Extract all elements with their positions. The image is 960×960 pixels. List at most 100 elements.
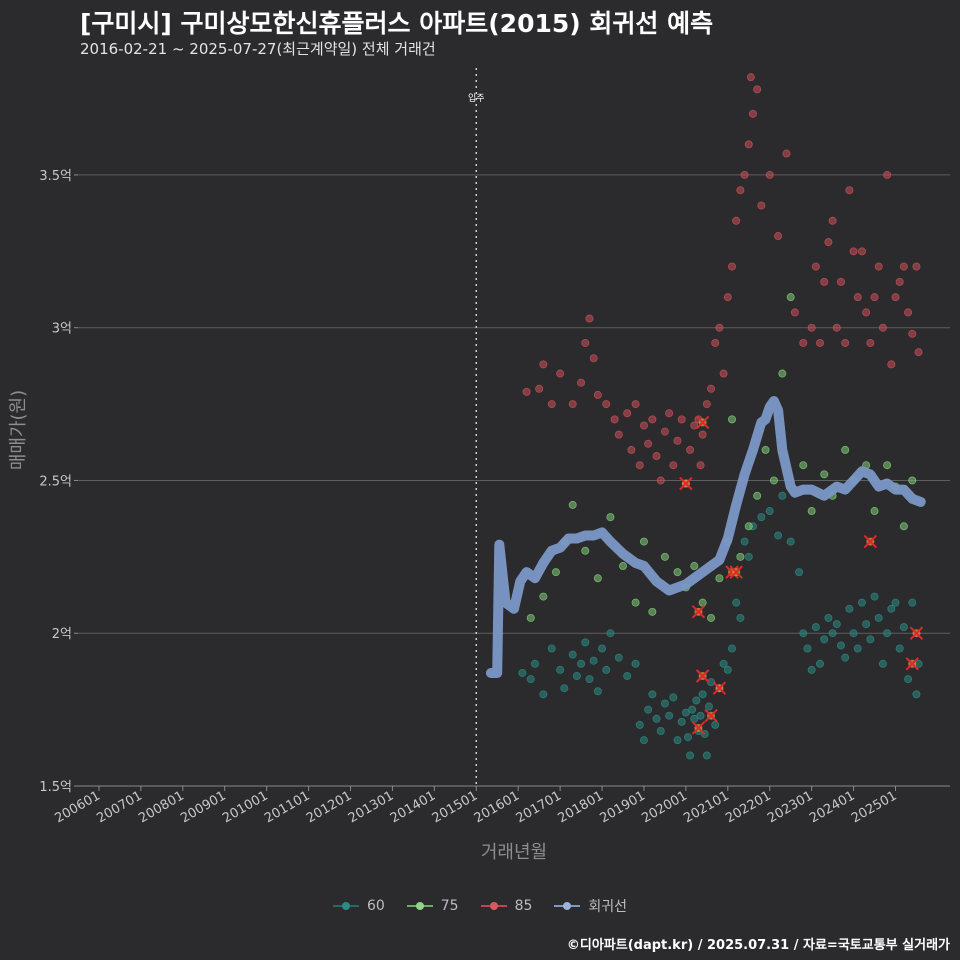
axis-layer: 1.5억2억2.5억3억3.5억200601200701200801200901… <box>39 169 899 826</box>
data-point-85 <box>690 421 699 430</box>
data-point-60 <box>736 613 745 622</box>
data-point-60 <box>845 604 854 613</box>
data-point-75 <box>870 507 879 516</box>
data-point-60 <box>698 690 707 699</box>
data-point-75 <box>908 476 917 485</box>
data-point-60 <box>786 537 795 546</box>
data-point-60 <box>866 635 875 644</box>
data-point-60 <box>585 675 594 684</box>
data-point-60 <box>874 613 883 622</box>
data-point-60 <box>828 629 837 638</box>
data-point-85 <box>635 461 644 470</box>
data-point-75 <box>841 445 850 454</box>
data-point-60 <box>648 690 657 699</box>
data-point-75 <box>660 552 669 561</box>
data-point-75 <box>619 562 628 571</box>
data-point-60 <box>530 659 539 668</box>
legend-label-85: 85 <box>514 898 533 914</box>
data-point-85 <box>908 329 917 338</box>
data-point-85 <box>522 387 531 396</box>
data-point-85 <box>904 308 913 317</box>
data-point-85 <box>870 293 879 302</box>
data-point-60 <box>656 727 665 736</box>
data-point-85 <box>556 369 565 378</box>
data-point-85 <box>841 338 850 347</box>
x-axis-label: 거래년월 <box>481 842 547 863</box>
highlight-marker <box>679 476 693 491</box>
data-point-75 <box>778 369 787 378</box>
data-point-75 <box>769 476 778 485</box>
highlight-marker <box>695 415 710 430</box>
data-point-60 <box>556 665 565 674</box>
data-point-60 <box>728 644 737 653</box>
data-point-75 <box>728 415 737 424</box>
y-tick-label: 2억 <box>52 627 72 642</box>
data-point-85 <box>623 409 632 418</box>
data-point-60 <box>799 629 808 638</box>
data-point-85 <box>610 415 619 424</box>
data-point-85 <box>828 216 837 225</box>
data-point-60 <box>660 699 669 708</box>
highlight-cross <box>695 415 710 430</box>
data-point-85 <box>660 427 669 436</box>
legend-item-85: 85 <box>480 896 533 916</box>
data-point-60 <box>757 513 766 522</box>
data-point-85 <box>744 140 753 149</box>
data-point-75 <box>761 445 770 454</box>
data-point-60 <box>837 641 846 650</box>
data-point-60 <box>589 656 598 665</box>
data-point-85 <box>878 323 887 332</box>
legend-item-60: 60 <box>332 896 385 916</box>
highlight-marker <box>905 657 919 671</box>
data-point-60 <box>547 644 556 653</box>
data-point-60 <box>870 592 879 601</box>
data-point-75 <box>799 461 808 470</box>
data-point-85 <box>711 338 720 347</box>
data-point-85 <box>849 247 858 256</box>
data-point-75 <box>707 613 716 622</box>
data-point-60 <box>683 733 692 742</box>
legend-item-75: 75 <box>406 896 459 916</box>
data-point-85 <box>883 170 892 179</box>
data-point-85 <box>673 436 682 445</box>
data-point-85 <box>753 85 762 94</box>
highlight-cross <box>704 709 718 723</box>
y-tick-label: 3억 <box>52 322 72 337</box>
data-point-85 <box>677 415 686 424</box>
y-axis-label: 매매가(원) <box>8 390 29 470</box>
x-tick-label: 201101 <box>262 788 312 826</box>
highlight-marker <box>909 626 924 640</box>
highlight-cross <box>909 626 924 640</box>
data-point-85 <box>740 170 749 179</box>
data-point-85 <box>669 461 678 470</box>
data-point-85 <box>811 262 820 271</box>
data-point-75 <box>631 598 640 607</box>
data-point-60 <box>857 598 866 607</box>
data-point-60 <box>639 736 648 745</box>
data-point-85 <box>857 247 866 256</box>
data-point-60 <box>832 620 841 629</box>
data-point-85 <box>782 149 791 158</box>
data-point-85 <box>816 338 825 347</box>
highlight-marker <box>729 565 743 579</box>
data-point-85 <box>581 338 590 347</box>
highlight-cross <box>691 721 706 735</box>
data-point-60 <box>887 604 896 613</box>
x-tick-label: 200801 <box>136 788 186 826</box>
data-point-85 <box>723 293 732 302</box>
y-tick-label: 1.5억 <box>39 780 72 795</box>
data-point-85 <box>732 216 741 225</box>
data-point-85 <box>589 354 598 363</box>
x-tick-label: 202101 <box>681 788 731 826</box>
data-point-85 <box>602 400 611 409</box>
data-point-60 <box>841 653 850 662</box>
data-point-60 <box>740 537 749 546</box>
x-tick-label: 201301 <box>346 788 396 826</box>
data-point-85 <box>891 293 900 302</box>
data-point-85 <box>765 170 774 179</box>
data-point-60 <box>904 675 913 684</box>
data-point-75 <box>581 546 590 555</box>
data-point-85 <box>627 445 636 454</box>
data-point-60 <box>704 702 713 711</box>
